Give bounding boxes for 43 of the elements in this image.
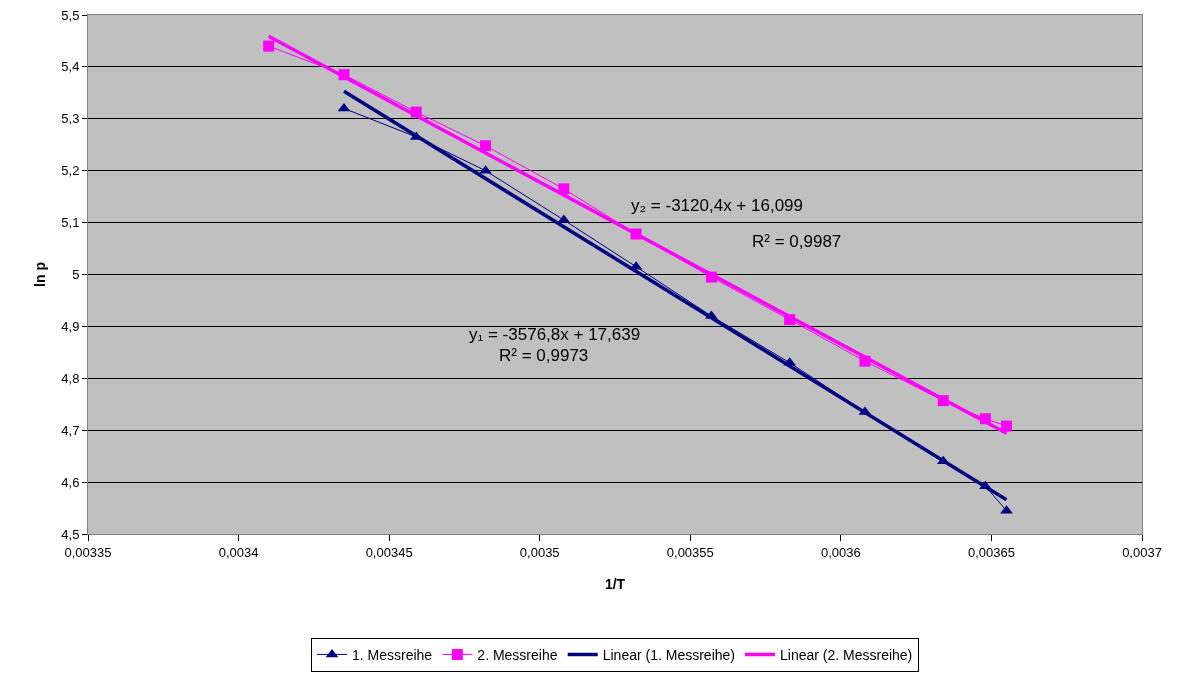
point [263,40,275,52]
point [936,455,950,465]
y-axis-title: ln p [31,262,48,287]
point [337,102,351,112]
x-tick-label: 0,00335 [64,544,112,560]
point [338,69,350,81]
y-tick-label: 4,7 [61,422,80,438]
point [937,395,949,407]
annotation: R² = 0,9987 [752,232,842,251]
point [784,314,796,326]
y-tick-label: 5,2 [61,163,80,179]
x-axis-title: 1/T [604,575,626,592]
y-tick-label: 5,3 [61,111,80,127]
y-tick-label: 5,1 [61,215,80,231]
x-tick-label: 0,0037 [1122,544,1162,560]
point [705,271,717,283]
point [859,355,871,367]
y-tick-label: 4,5 [61,526,80,542]
point [480,140,492,152]
legend-label: 2. Messreihe [477,646,558,663]
annotation: R² = 0,9973 [499,346,589,365]
point [630,228,642,240]
y-tick-label: 4,9 [61,318,80,334]
x-tick-label: 0,00355 [666,544,714,560]
x-tick-label: 0,00365 [967,544,1015,560]
point [410,106,422,118]
x-tick-label: 0,0035 [519,544,560,560]
y-tick-label: 5,5 [61,7,80,23]
y-tick-label: 5,4 [61,59,80,75]
y-tick-label: 4,6 [61,474,80,490]
legend-label: Linear (1. Messreihe) [602,646,735,663]
x-tick-label: 0,0034 [218,544,259,560]
point [1000,420,1012,432]
legend-label: Linear (2. Messreihe) [780,646,913,663]
legend-label: 1. Messreihe [352,646,433,663]
annotation: y₁ = -3576,8x + 17,639 [469,325,641,344]
y-tick-label: 5 [72,267,80,283]
annotation: y₂ = -3120,4x + 16,099 [631,196,804,215]
x-tick-label: 0,0036 [820,544,861,560]
x-tick-label: 0,00345 [365,544,413,560]
point [979,413,991,425]
point [558,183,570,195]
y-tick-label: 4,8 [61,370,80,386]
